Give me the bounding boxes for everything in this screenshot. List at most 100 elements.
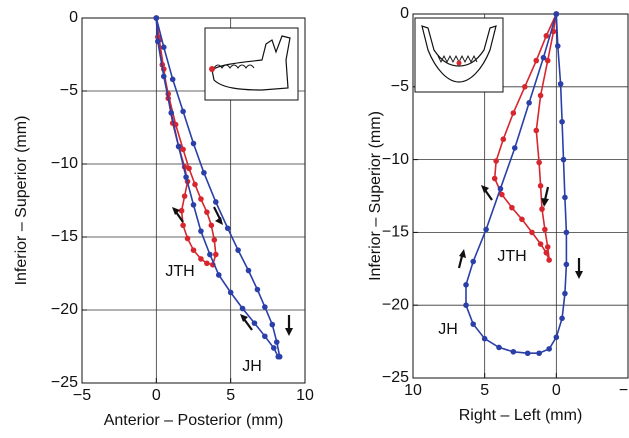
plot-frame — [412, 13, 629, 379]
panel: −5 0 5 10 0 −5 −10 −15 −20 −25 Anterior – Posterio… — [13, 9, 314, 429]
data-point — [181, 193, 188, 199]
y-tick-label: −15 — [382, 224, 409, 241]
data-point — [540, 54, 547, 61]
data-point — [262, 333, 268, 340]
data-point — [537, 241, 544, 247]
data-point — [499, 191, 505, 198]
data-point — [537, 183, 544, 189]
data-point — [496, 344, 502, 351]
data-point — [510, 348, 517, 355]
data-point — [497, 185, 504, 192]
x-tick-label: 5 — [226, 387, 235, 404]
data-point — [529, 229, 535, 236]
data-point — [536, 350, 542, 357]
y-tick-label: −10 — [382, 151, 409, 168]
data-point — [546, 346, 552, 352]
inset-front-view — [414, 17, 504, 93]
data-point — [273, 339, 280, 345]
data-point — [522, 84, 528, 90]
y-tick-label: −5 — [60, 82, 78, 99]
data-point — [186, 165, 192, 172]
x-tick-label: −5 — [619, 382, 629, 399]
y-tick-label: −20 — [382, 296, 409, 313]
data-point — [190, 202, 197, 208]
data-point — [184, 235, 191, 242]
data-point — [211, 237, 218, 243]
data-point — [562, 290, 568, 297]
data-point — [542, 226, 548, 233]
data-point — [483, 226, 489, 233]
data-point — [192, 181, 198, 188]
data-point — [463, 282, 469, 288]
data-point — [562, 194, 568, 201]
data-point — [519, 216, 525, 223]
data-point — [559, 118, 565, 125]
data-point — [536, 159, 542, 166]
data-point — [557, 81, 564, 87]
data-point — [543, 33, 550, 39]
x-tick-label: 0 — [152, 387, 161, 404]
x-tick-label: 0 — [552, 382, 561, 399]
series-label: JTH — [165, 263, 194, 280]
data-point — [563, 229, 570, 236]
data-point — [180, 108, 186, 115]
x-axis-label: Right – Left (mm) — [459, 407, 583, 424]
data-point — [554, 43, 561, 49]
y-tick-label: −25 — [51, 374, 78, 391]
data-point — [559, 315, 565, 322]
data-point — [470, 321, 477, 327]
y-tick-label: −15 — [51, 228, 78, 245]
series-label: JTH — [497, 248, 526, 265]
series-label: JH — [438, 321, 458, 338]
data-point — [169, 76, 176, 83]
data-point — [539, 206, 545, 212]
data-point — [269, 321, 276, 328]
data-point — [183, 174, 189, 180]
data-point — [553, 334, 560, 341]
data-point — [155, 38, 161, 45]
data-point — [262, 304, 268, 310]
x-tick-label: 5 — [480, 382, 489, 399]
data-point — [463, 302, 469, 309]
data-point — [235, 247, 241, 253]
data-point — [560, 156, 567, 163]
data-point — [546, 257, 552, 263]
y-axis-label: Inferior – Superior (mm) — [367, 111, 384, 281]
data-point — [215, 272, 222, 278]
data-point — [175, 143, 182, 150]
y-tick-label: −10 — [51, 155, 78, 172]
data-point — [190, 140, 197, 147]
data-point — [481, 335, 488, 342]
y-tick-label: 0 — [400, 5, 409, 22]
data-point — [533, 127, 540, 134]
series-label: JH — [242, 358, 262, 375]
data-point — [511, 145, 518, 151]
x-tick-label: 10 — [296, 387, 314, 404]
data-point — [526, 100, 532, 106]
data-point — [245, 267, 252, 274]
data-point — [251, 320, 258, 326]
data-point — [510, 110, 517, 116]
data-point — [537, 92, 544, 99]
data-point — [180, 146, 186, 153]
data-point — [168, 110, 174, 116]
data-point — [160, 73, 167, 80]
data-point — [563, 261, 570, 268]
data-point — [204, 209, 210, 215]
data-point — [213, 251, 219, 258]
data-point — [178, 207, 185, 214]
plot-frame — [81, 17, 306, 384]
data-point — [544, 244, 551, 250]
data-point — [224, 225, 231, 232]
y-axis-label: Inferior – Superior (mm) — [13, 116, 30, 286]
data-point — [160, 44, 167, 50]
data-point — [553, 11, 560, 17]
data-point — [275, 353, 282, 360]
data-point — [198, 196, 204, 202]
y-tick-label: −20 — [51, 301, 78, 318]
data-point — [500, 136, 507, 143]
y-tick-label: −25 — [382, 369, 409, 386]
x-tick-label: −5 — [73, 387, 91, 404]
data-point — [543, 249, 550, 256]
